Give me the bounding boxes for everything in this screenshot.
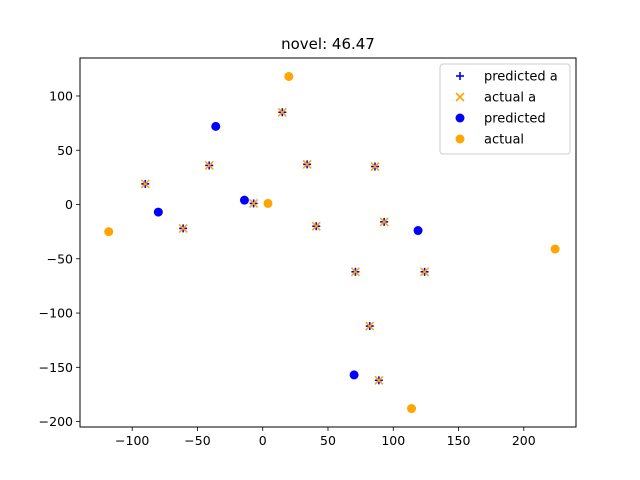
legend-label: actual xyxy=(484,133,524,148)
point-actual-a xyxy=(311,221,321,231)
point-actual-a xyxy=(370,161,380,172)
data-points xyxy=(104,71,560,414)
x-tick-label: −100 xyxy=(115,433,149,448)
y-tick-label: −100 xyxy=(39,306,73,321)
point-actual-a xyxy=(350,267,360,277)
x-tick-label: 0 xyxy=(259,433,267,448)
x-tick-label: −50 xyxy=(184,433,210,448)
point-actual-a xyxy=(302,159,312,169)
legend-box xyxy=(439,63,571,155)
point-actual-a xyxy=(277,107,287,117)
point-actual-a xyxy=(249,198,259,208)
y-tick-label: 0 xyxy=(65,197,73,212)
legend-marker xyxy=(455,113,465,123)
point-predicted xyxy=(239,195,249,205)
x-tick-label: 150 xyxy=(447,433,471,448)
point-actual xyxy=(263,198,273,208)
x-axis: −100 −50 0 50 100 150 200 xyxy=(115,427,536,448)
point-actual xyxy=(284,71,294,81)
x-tick-label: 50 xyxy=(320,433,336,448)
y-tick-label: −150 xyxy=(39,360,73,375)
point-actual-a xyxy=(420,267,430,277)
legend-label: predicted xyxy=(484,112,546,127)
point-predicted xyxy=(349,370,359,380)
y-tick-label: −50 xyxy=(47,251,73,266)
legend-label: predicted a xyxy=(484,70,558,85)
point-predicted xyxy=(153,207,163,217)
y-axis: −200 −150 −100 −50 0 50 100 xyxy=(39,88,80,429)
x-tick-label: 100 xyxy=(381,433,405,448)
point-actual-a xyxy=(204,160,214,171)
point-predicted xyxy=(211,121,221,131)
x-tick-label: 200 xyxy=(512,433,536,448)
point-actual-a xyxy=(365,321,375,331)
chart-title: novel: 46.47 xyxy=(281,35,375,53)
legend-marker xyxy=(455,134,465,144)
point-actual xyxy=(104,227,114,237)
point-actual xyxy=(407,404,417,414)
legend: predicted a actual a predicted actual xyxy=(439,63,571,155)
y-tick-label: −200 xyxy=(39,414,73,429)
legend-marker xyxy=(455,92,465,102)
point-actual xyxy=(550,244,560,254)
legend-marker xyxy=(456,72,464,80)
point-predicted xyxy=(413,226,423,236)
point-actual-a xyxy=(178,223,188,233)
point-actual-a xyxy=(379,217,389,227)
point-actual-a xyxy=(374,375,384,385)
legend-label: actual a xyxy=(484,91,536,106)
y-tick-label: 50 xyxy=(57,143,73,158)
y-tick-label: 100 xyxy=(49,88,73,103)
point-actual-a xyxy=(140,179,150,189)
